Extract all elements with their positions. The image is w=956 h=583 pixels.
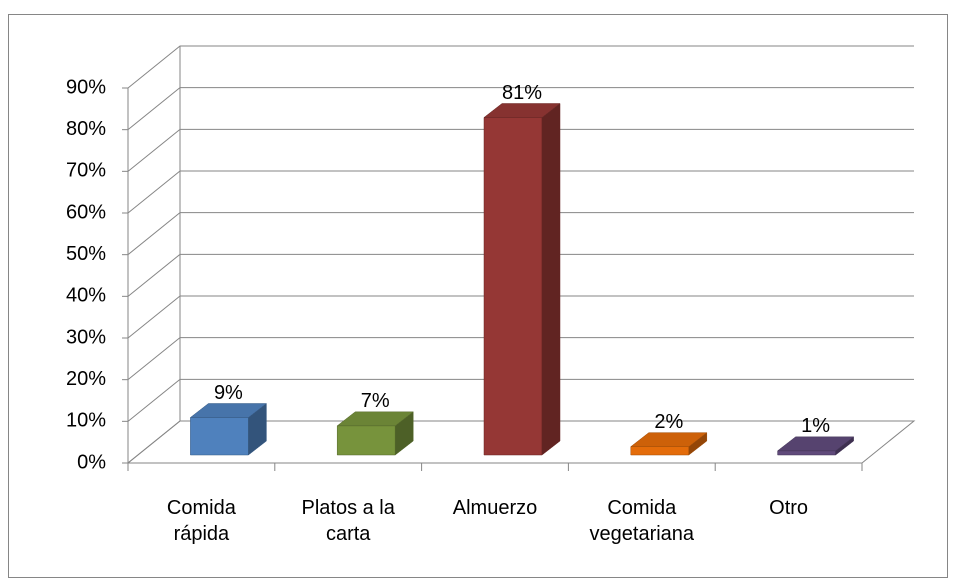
x-tick-label: Comida vegetariana: [589, 497, 695, 545]
bar-top: [189, 403, 268, 418]
grid-line: [127, 420, 914, 464]
bar: [776, 436, 855, 456]
y-tick-label: 90%: [66, 76, 106, 98]
x-tick-label: Platos a la carta: [301, 497, 395, 545]
bar: [630, 432, 708, 456]
y-tick-label: 70%: [66, 160, 106, 182]
bar: [189, 402, 268, 456]
value-label: 2%: [654, 411, 683, 433]
x-tick-label: Almuerzo: [452, 497, 538, 519]
y-tick-label: 60%: [66, 201, 106, 223]
y-tick-label: 50%: [66, 243, 106, 265]
grid-line: [127, 170, 914, 214]
x-tick-label: Comida rápida: [166, 497, 236, 545]
bar: [483, 102, 561, 456]
grid-line: [127, 128, 914, 172]
y-tick-label: 20%: [66, 368, 106, 390]
y-tick-label: 30%: [66, 326, 106, 348]
bar-front: [777, 450, 836, 456]
grid-line: [127, 337, 914, 381]
grid-line: [127, 295, 914, 339]
grid-line: [127, 87, 914, 131]
bar-top: [630, 432, 708, 447]
y-tick-label: 10%: [66, 410, 106, 432]
value-label: 9%: [214, 382, 243, 404]
x-tick-label: Otro: [769, 497, 809, 519]
grid-line: [127, 378, 914, 422]
bar-front: [483, 117, 543, 456]
bar-top: [776, 436, 855, 452]
value-label: 1%: [801, 415, 830, 437]
y-tick-label: 40%: [66, 285, 106, 307]
bar: [336, 411, 414, 456]
bar-front: [190, 417, 249, 456]
bar-front: [336, 425, 396, 456]
bar-top: [336, 411, 414, 427]
y-tick-label: 80%: [66, 118, 106, 140]
grid-line: [127, 45, 914, 89]
grid-line: [127, 253, 914, 297]
bar-top: [483, 103, 561, 118]
y-tick-label: 0%: [77, 451, 106, 473]
bar-front: [630, 446, 690, 456]
bar-side: [541, 102, 561, 456]
grid-line: [127, 212, 914, 256]
value-label: 81%: [502, 82, 542, 104]
value-label: 7%: [361, 390, 390, 412]
